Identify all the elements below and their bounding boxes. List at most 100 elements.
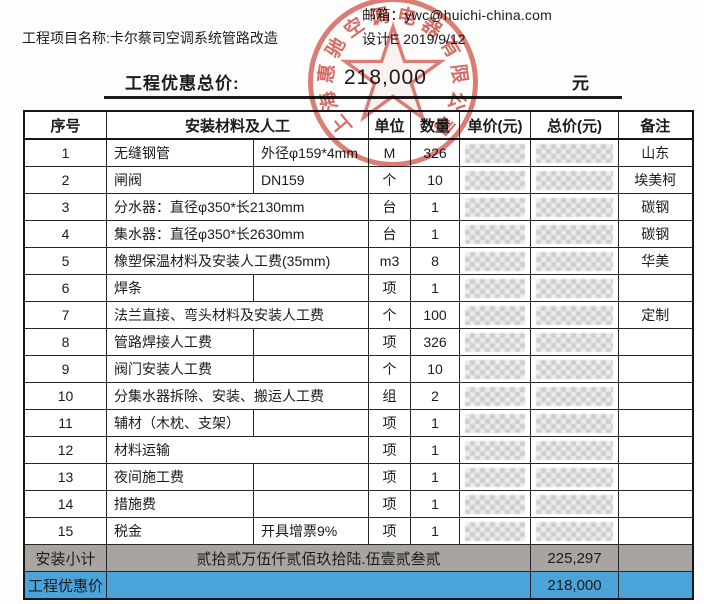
cell-unit: M <box>368 138 412 167</box>
cell-qty: 100 <box>410 301 461 329</box>
subtotal-remark <box>618 544 694 572</box>
cell-unit-price <box>459 247 532 275</box>
discount-label: 工程优惠价 <box>23 571 108 600</box>
header-total-price: 总价(元) <box>530 110 620 140</box>
cell-unit: 组 <box>368 382 412 410</box>
subtotal-amount-chinese: 贰拾贰万伍仟贰佰玖拾陆.伍壹贰叁贰 <box>106 544 532 572</box>
cell-remark: 山东 <box>618 138 694 167</box>
cell-total-price-redacted <box>536 332 614 352</box>
header-unit: 单位 <box>368 110 412 140</box>
cell-material-name: 夜间施工费 <box>106 463 255 491</box>
table-row: 8 管路焊接人工费 项 326 <box>23 328 694 356</box>
cell-total-price-redacted <box>536 251 614 271</box>
stamp-char: 公 <box>443 88 470 113</box>
cell-unit-price-redacted <box>465 197 526 217</box>
cell-material-name: 分水器：直径φ350*长2130mm <box>106 193 370 221</box>
cell-total-price-redacted <box>536 278 614 298</box>
table-row: 1 无缝钢管 外径φ159*4mm M 326 山东 <box>23 138 694 167</box>
cell-total-price <box>530 355 620 383</box>
cell-remark: 碳钢 <box>618 220 694 248</box>
cell-total-price <box>530 490 620 518</box>
cell-remark: 定制 <box>618 301 694 329</box>
cell-remark <box>618 355 694 383</box>
cell-material-spec <box>253 409 370 437</box>
cell-material-name: 焊条 <box>106 274 255 302</box>
cell-unit: 项 <box>368 409 412 437</box>
cell-unit-price-redacted <box>465 521 526 541</box>
discount-empty <box>106 571 532 600</box>
cell-no: 15 <box>23 517 108 545</box>
cell-material-spec <box>253 490 370 518</box>
table-header-row: 序号 安装材料及人工 单位 数量 单价(元) 总价(元) 备注 <box>23 110 694 140</box>
project-label: 工程项目名称: <box>22 30 110 46</box>
table-row: 4 集水器：直径φ350*长2630mm 台 1 碳钢 <box>23 220 694 248</box>
discount-price-row: 工程优惠价 218,000 <box>23 571 694 600</box>
cell-unit-price-redacted <box>465 305 526 325</box>
cell-material-spec <box>253 463 370 491</box>
total-price-underline <box>104 96 622 99</box>
cell-total-price <box>530 328 620 356</box>
cell-unit-price <box>459 463 532 491</box>
cell-total-price-redacted <box>536 440 614 460</box>
cell-remark: 埃美柯 <box>618 166 694 194</box>
stamp-char: 限 <box>446 62 471 85</box>
cell-total-price-redacted <box>536 170 614 190</box>
cell-total-price-redacted <box>536 494 614 514</box>
design-date: 2019/9/12 <box>403 31 466 47</box>
cell-unit: 项 <box>368 274 412 302</box>
cell-unit-price <box>459 490 532 518</box>
cell-qty: 1 <box>410 274 461 302</box>
cell-unit-price-redacted <box>465 440 526 460</box>
table-row: 10 分集水器拆除、安装、搬运人工费组 2 <box>23 382 694 410</box>
table-row: 14 措施费 项 1 <box>23 490 694 518</box>
cell-total-price-redacted <box>536 224 614 244</box>
total-price-value: 218,000 <box>344 66 427 89</box>
cell-remark <box>618 517 694 545</box>
cell-material-name: 橡塑保温材料及安装人工费(35mm) <box>106 247 370 275</box>
cell-qty: 1 <box>410 220 461 248</box>
design-date-line: 设计E 2019/9/12 <box>362 29 466 49</box>
cell-total-price <box>530 247 620 275</box>
table-row: 5 橡塑保温材料及安装人工费(35mm) m3 8 华美 <box>23 247 694 275</box>
cell-material-name: 无缝钢管 <box>106 138 255 167</box>
cell-no: 12 <box>23 436 108 464</box>
cell-unit-price-redacted <box>465 170 526 190</box>
cell-no: 8 <box>23 328 108 356</box>
cell-total-price-redacted <box>536 386 614 406</box>
cell-no: 10 <box>23 382 108 410</box>
cell-remark <box>618 490 694 518</box>
table-row: 12 材料运输项 1 <box>23 436 694 464</box>
table-row: 15 税金 开具增票9% 项 1 <box>23 517 694 545</box>
cell-unit: 项 <box>368 328 412 356</box>
total-price-label: 工程优惠总价: <box>125 74 240 93</box>
header-material: 安装材料及人工 <box>106 110 370 140</box>
cell-material-name: 阀门安装人工费 <box>106 355 255 383</box>
cell-no: 9 <box>23 355 108 383</box>
cell-qty: 1 <box>410 517 461 545</box>
header-unit-price: 单价(元) <box>459 110 532 140</box>
email-line: 邮箱：ywc@huichi-china.com <box>362 5 552 25</box>
cell-material-name: 管路焊接人工费 <box>106 328 255 356</box>
cell-material-name: 辅材（木枕、支架） <box>106 409 255 437</box>
email-label: 邮箱： <box>362 7 405 23</box>
cell-total-price-redacted <box>536 197 614 217</box>
cell-unit: 台 <box>368 193 412 221</box>
cell-unit-price <box>459 166 532 194</box>
cell-remark <box>618 382 694 410</box>
discount-amount: 218,000 <box>530 571 620 600</box>
cell-unit-price-redacted <box>465 359 526 379</box>
cell-unit-price-redacted <box>465 278 526 298</box>
cell-no: 11 <box>23 409 108 437</box>
cell-total-price <box>530 382 620 410</box>
cell-total-price-redacted <box>536 359 614 379</box>
cell-total-price <box>530 166 620 194</box>
cell-material-name: 法兰直接、弯头材料及安装人工费 <box>106 301 370 329</box>
cell-unit-price-redacted <box>465 251 526 271</box>
cell-unit: 项 <box>368 436 412 464</box>
header-no: 序号 <box>23 110 108 140</box>
cell-remark: 碳钢 <box>618 193 694 221</box>
discount-remark <box>618 571 694 600</box>
table-row: 7 法兰直接、弯头材料及安装人工费个 100 定制 <box>23 301 694 329</box>
cell-no: 3 <box>23 193 108 221</box>
email-value: ywc@huichi-china.com <box>404 7 552 23</box>
